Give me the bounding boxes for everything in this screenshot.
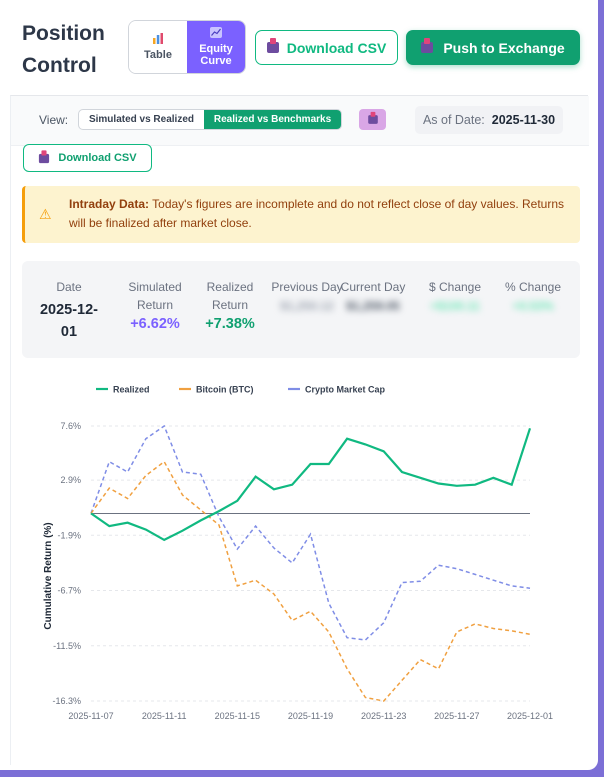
simulated-return-label: Simulated Return xyxy=(128,280,182,312)
trend-line-icon xyxy=(210,27,222,41)
intraday-warning-banner: ⚠ Intraday Data: Today's figures are inc… xyxy=(22,186,580,243)
x-axis-ticks: 2025-11-07 2025-11-11 2025-11-15 2025-11-19… xyxy=(68,711,553,721)
warning-title: Intraday Data: xyxy=(69,197,150,211)
table-view-button[interactable]: Table xyxy=(129,21,187,73)
x-tick-label: 2025-11-23 xyxy=(361,711,406,721)
stat-date: Date 2025-12-01 xyxy=(32,278,106,343)
x-tick-label: 2025-11-07 xyxy=(68,711,113,721)
inbox-tray-icon xyxy=(39,149,50,163)
y-tick-label: 2.9% xyxy=(60,475,81,485)
download-csv-small-button[interactable]: Download CSV xyxy=(23,144,152,172)
view-label: View: xyxy=(39,113,69,127)
stat-realized-return: Realized Return +7.38% xyxy=(188,278,272,335)
comparison-toggle: Simulated vs Realized Realized vs Benchm… xyxy=(78,109,342,130)
as-of-label: As of Date: xyxy=(422,113,485,127)
push-to-exchange-label: Push to Exchange xyxy=(443,39,565,56)
stat-previous-day: Previous Day $1,250.12 xyxy=(266,278,348,317)
y-tick-label: -1.9% xyxy=(57,530,81,540)
current-day-label: Current Day xyxy=(340,280,406,294)
x-tick-label: 2025-11-11 xyxy=(142,711,187,721)
percent-change-label: % Change xyxy=(504,280,562,294)
package-icon xyxy=(367,111,378,124)
series-line-crypto-market-cap xyxy=(90,424,531,641)
x-tick-label: 2025-11-15 xyxy=(215,711,260,721)
y-tick-label: -16.3% xyxy=(52,696,81,706)
realized-return-label: Realized Return xyxy=(206,280,254,312)
push-to-exchange-button[interactable]: Push to Exchange xyxy=(406,30,580,65)
inbox-tray-icon xyxy=(266,38,279,53)
equity-panel: View: Simulated vs Realized Realized vs … xyxy=(10,95,589,765)
bar-chart-icon xyxy=(152,33,164,47)
export-icon-button[interactable] xyxy=(359,109,386,130)
stat-percent-change: % Change +0.53% xyxy=(499,278,567,317)
y-tick-label: 7.6% xyxy=(60,421,81,431)
download-csv-small-label: Download CSV xyxy=(58,152,137,164)
series-line-realized xyxy=(90,427,532,542)
as-of-value: 2025-11-30 xyxy=(491,113,556,127)
equity-curve-chart: Realized Bitcoin (BTC) Crypto Market Cap 7… xyxy=(43,385,553,722)
previous-day-value: $1,250.12 xyxy=(280,299,334,313)
simulated-return-value: +6.62% xyxy=(130,316,180,332)
y-axis-ticks: 7.6% 2.9% -1.9% -6.7% -11.5% -16.3% xyxy=(52,421,81,706)
dollar-change-label: $ Change xyxy=(428,280,482,294)
warning-icon: ⚠ xyxy=(39,206,52,222)
chart-series xyxy=(90,424,532,702)
percent-change-value: +0.53% xyxy=(512,299,554,313)
x-tick-label: 2025-11-19 xyxy=(288,711,333,721)
date-label: Date xyxy=(56,280,82,294)
simulated-vs-realized-option[interactable]: Simulated vs Realized xyxy=(88,114,195,125)
series-line-bitcoin-btc xyxy=(90,460,531,702)
x-tick-label: 2025-12-01 xyxy=(507,711,553,721)
view-selector-bar: View: Simulated vs Realized Realized vs … xyxy=(11,96,589,146)
equity-curve-view-button[interactable]: Equity Curve xyxy=(187,21,245,73)
stats-summary: Date 2025-12-01 Simulated Return +6.62% … xyxy=(22,261,580,358)
download-csv-button[interactable]: Download CSV xyxy=(255,30,398,65)
chart-legend: Realized Bitcoin (BTC) Crypto Market Cap xyxy=(96,385,386,395)
y-axis-label: Cumulative Return (%) xyxy=(43,522,54,629)
page-title: Position Control xyxy=(22,22,105,77)
table-view-label: Table xyxy=(144,49,172,61)
as-of-date: As of Date: 2025-11-30 xyxy=(415,106,563,134)
current-day-value: $1,259.05 xyxy=(346,299,400,313)
view-mode-toggle: Table Equity Curve xyxy=(128,20,246,74)
realized-return-value: +7.38% xyxy=(205,316,255,332)
download-csv-label: Download CSV xyxy=(286,39,387,56)
package-icon xyxy=(421,38,434,53)
legend-label: Bitcoin (BTC) xyxy=(196,385,254,395)
stat-simulated-return: Simulated Return +6.62% xyxy=(112,278,198,335)
y-tick-label: -6.7% xyxy=(57,586,81,596)
warning-message: Today's figures are incomplete and do no… xyxy=(69,197,565,230)
stat-current-day: Current Day $1,259.05 xyxy=(340,278,406,317)
date-value: 2025-12-01 xyxy=(39,302,99,340)
realized-vs-benchmarks-option[interactable]: Realized vs Benchmarks xyxy=(204,110,341,129)
stat-dollar-change: $ Change +$100.11 xyxy=(422,278,488,317)
equity-curve-label: Equity Curve xyxy=(199,43,233,67)
legend-label: Crypto Market Cap xyxy=(305,385,386,395)
legend-label: Realized xyxy=(113,385,150,395)
dollar-change-value: +$100.11 xyxy=(430,299,480,313)
chart-gridlines xyxy=(91,425,530,702)
x-tick-label: 2025-11-27 xyxy=(434,711,479,721)
y-tick-label: -11.5% xyxy=(53,641,81,651)
previous-day-label: Previous Day xyxy=(271,280,343,294)
